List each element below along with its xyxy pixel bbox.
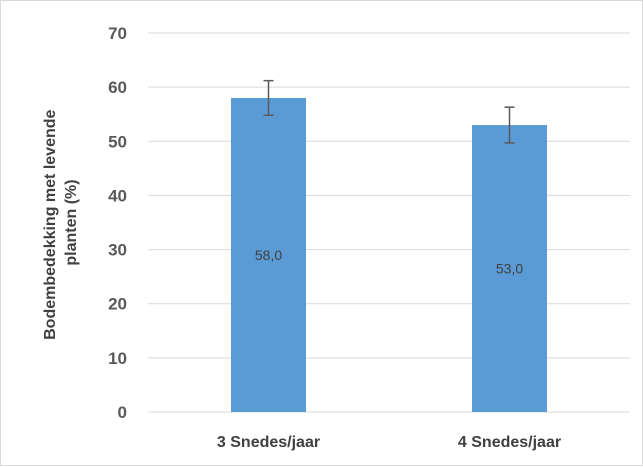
y-tick-label: 10: [108, 349, 127, 368]
y-tick-label: 30: [108, 241, 127, 260]
y-tick-label: 40: [108, 186, 127, 205]
bar: [231, 97, 306, 412]
y-tick-label: 70: [108, 24, 127, 43]
bars: [231, 97, 547, 413]
x-tick-label: 3 Snedes/jaar: [217, 434, 320, 451]
error-bars: [263, 79, 515, 144]
y-tick-label: 50: [108, 132, 127, 151]
data-labels: 58,0 53,0: [255, 247, 523, 277]
y-axis-ticks: 0 10 20 30 40 50 60 70: [108, 24, 127, 422]
gridlines: [148, 32, 630, 413]
y-axis-title-line-1: Bodembedekking met levende: [42, 109, 59, 339]
y-tick-label: 0: [118, 403, 127, 422]
error-bar: [504, 106, 515, 144]
data-label: 58,0: [255, 247, 282, 263]
data-label: 53,0: [496, 261, 523, 277]
y-axis-title: Bodembedekking met levende planten (%): [42, 105, 80, 340]
y-tick-label: 20: [108, 295, 127, 314]
x-axis-ticks: 3 Snedes/jaar 4 Snedes/jaar: [217, 434, 561, 451]
y-tick-label: 60: [108, 78, 127, 97]
error-bar: [263, 79, 274, 117]
bar: [472, 125, 547, 413]
x-tick-label: 4 Snedes/jaar: [458, 434, 561, 451]
y-axis-title-line-2: planten (%): [63, 179, 80, 265]
